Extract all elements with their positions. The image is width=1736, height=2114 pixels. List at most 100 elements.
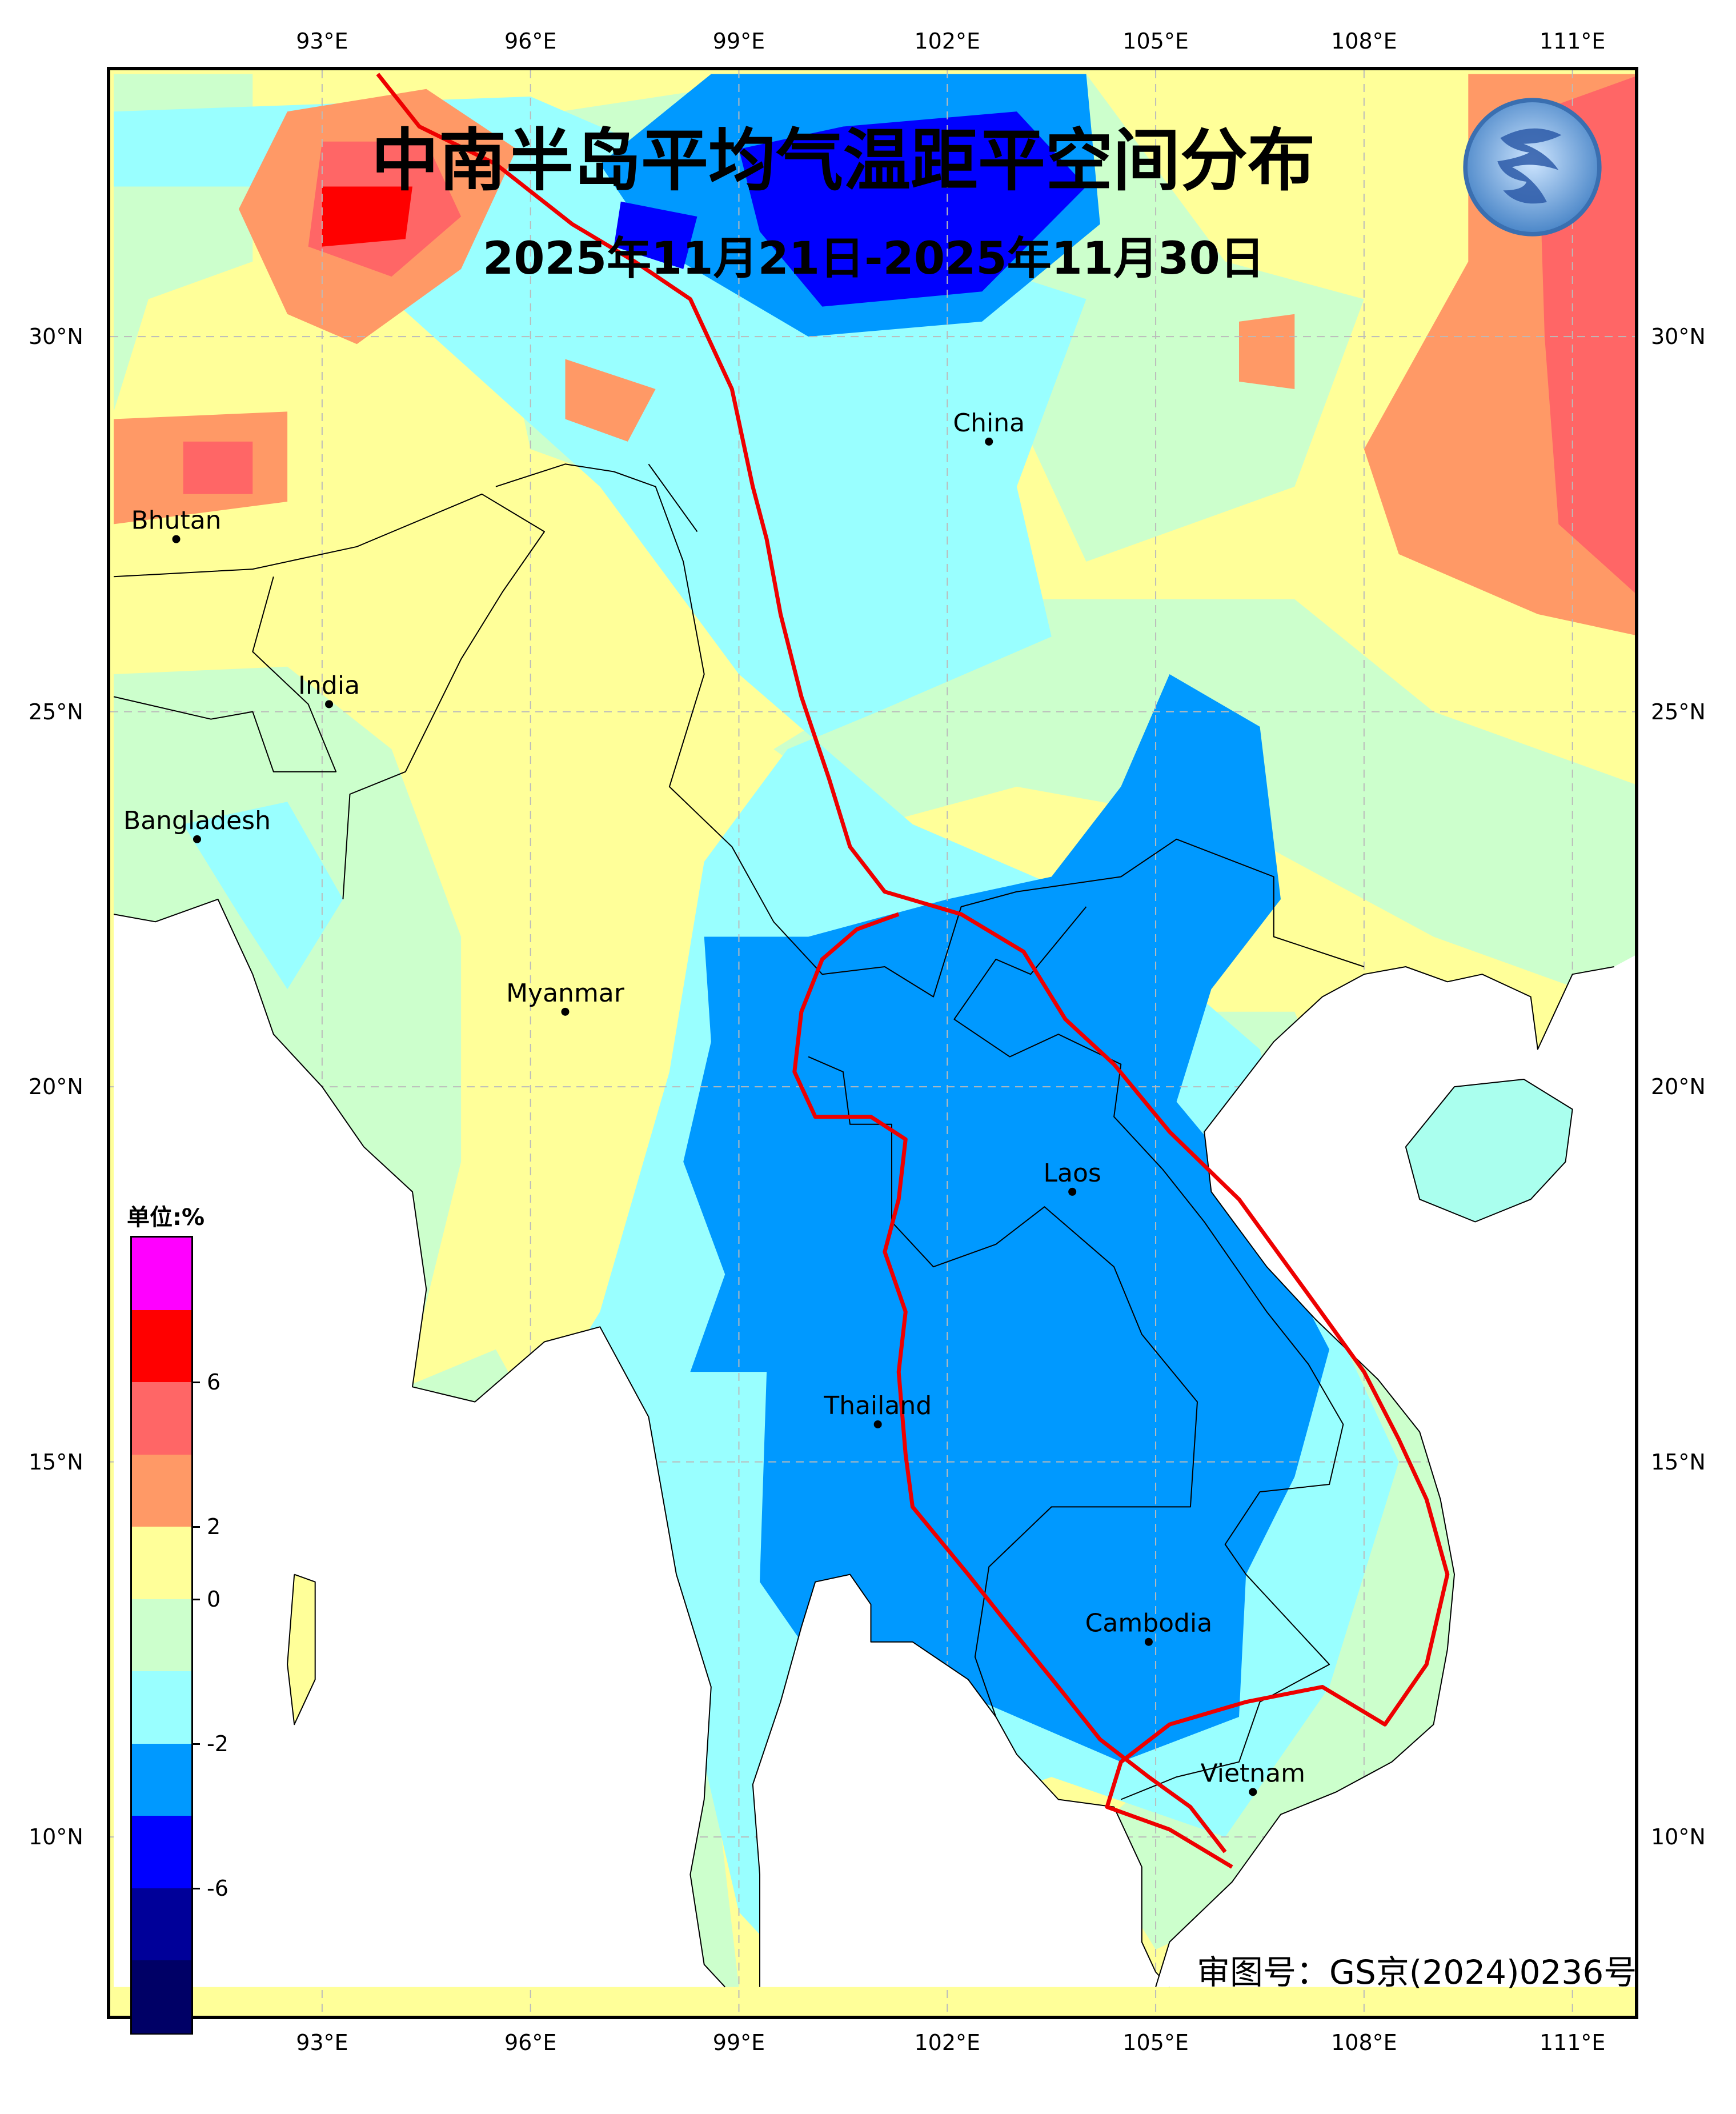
- place-label: Bhutan: [131, 506, 221, 535]
- place-dot: [325, 700, 334, 708]
- legend-tick-label: -2: [207, 1731, 228, 1756]
- lat-tick-left: 10°N: [29, 1824, 83, 1850]
- zone-blue: [683, 674, 1330, 1762]
- place-label: Laos: [1043, 1159, 1101, 1188]
- legend-tick-label: 2: [207, 1514, 221, 1540]
- country-border: [113, 576, 337, 772]
- region-boundary-line: [376, 73, 1450, 1869]
- meteorological-logo-icon: [1463, 98, 1602, 237]
- legend-unit-label: 单位:%: [127, 1204, 205, 1231]
- east-coastline: [1155, 966, 1614, 1987]
- lon-tick-top: 99°E: [712, 29, 765, 54]
- place-china: China: [953, 409, 1025, 446]
- color-legend: [130, 1236, 193, 2035]
- country-border: [114, 493, 545, 899]
- south-china-sea: [1156, 955, 1635, 1987]
- legend-color-cell: [132, 1310, 191, 1383]
- legend-color-cell: [132, 1960, 191, 2033]
- zone-red: [322, 186, 412, 247]
- place-dot: [1249, 1788, 1257, 1796]
- place-dot: [193, 835, 201, 843]
- zone-light-red: [183, 441, 253, 494]
- place-label: Thailand: [823, 1391, 932, 1420]
- legend-tick-label: 6: [207, 1370, 221, 1395]
- legend-tick-label: -6: [207, 1875, 228, 1901]
- lon-tick-top: 96°E: [504, 29, 557, 54]
- place-laos: Laos: [1043, 1159, 1101, 1196]
- zone-cyan: [183, 802, 343, 990]
- place-bangladesh: Bangladesh: [123, 806, 271, 843]
- place-cambodia: Cambodia: [1085, 1609, 1213, 1646]
- legend-color-cell: [132, 1743, 191, 1817]
- place-label: Vietnam: [1201, 1759, 1305, 1788]
- place-vietnam: Vietnam: [1201, 1759, 1305, 1796]
- gulf-of-thailand-sea: [752, 1574, 1170, 1987]
- andaman-islands: [287, 1574, 316, 1725]
- place-myanmar: Myanmar: [506, 979, 625, 1016]
- legend-tick-mark: [193, 1887, 200, 1889]
- west-coastline: [113, 898, 725, 1988]
- place-label: China: [953, 409, 1025, 438]
- gulf-coastline: [752, 1574, 1170, 1988]
- legend-tick-mark: [193, 1526, 200, 1528]
- place-dot: [1144, 1637, 1153, 1646]
- lat-tick-left: 15°N: [29, 1449, 83, 1475]
- lon-tick-bottom: 99°E: [712, 2030, 765, 2055]
- lon-tick-top: 105°E: [1122, 29, 1189, 54]
- legend-tick-label: 0: [207, 1586, 221, 1612]
- place-bhutan: Bhutan: [131, 506, 222, 543]
- zone-deep-blue: [614, 201, 697, 269]
- legend-tick-mark: [193, 1598, 200, 1600]
- lat-tick-left: 25°N: [29, 699, 83, 724]
- legend-color-cell: [132, 1454, 191, 1528]
- place-dot: [873, 1420, 882, 1428]
- lat-tick-right: 10°N: [1651, 1824, 1706, 1850]
- map-approval-number: 审图号：GS京(2024)0236号: [1197, 1953, 1637, 1992]
- lon-tick-bottom: 93°E: [296, 2030, 348, 2055]
- country-border: [953, 906, 1344, 1800]
- lat-tick-left: 20°N: [29, 1074, 83, 1100]
- place-india: India: [298, 671, 360, 708]
- lat-tick-right: 20°N: [1651, 1074, 1706, 1100]
- lon-tick-top: 93°E: [296, 29, 348, 54]
- country-border: [648, 463, 698, 532]
- legend-color-cell: [132, 1671, 191, 1744]
- place-label: Myanmar: [506, 979, 625, 1008]
- legend-color-cell: [132, 1527, 191, 1600]
- map-title: 中南半岛平均气温距平空间分布: [371, 121, 1316, 200]
- region-boundary-line: [792, 912, 1227, 1853]
- legend-tick-mark: [193, 1382, 200, 1384]
- coastlines: [113, 463, 1635, 1988]
- place-dot: [172, 535, 181, 543]
- legend-color-cell: [132, 1888, 191, 1961]
- map-subtitle: 2025年11月21日-2025年11月30日: [483, 233, 1265, 285]
- lat-tick-right: 15°N: [1651, 1449, 1706, 1475]
- zone-orange: [565, 359, 656, 442]
- lon-tick-bottom: 105°E: [1122, 2030, 1189, 2055]
- place-dot: [1068, 1187, 1077, 1196]
- lon-tick-bottom: 96°E: [504, 2030, 557, 2055]
- lat-tick-right: 25°N: [1651, 699, 1706, 724]
- country-border: [495, 463, 1365, 998]
- temperature-anomaly-map: China Bhutan India Bangladesh Myanmar Laos Tha…: [110, 70, 1635, 2016]
- lat-tick-left: 30°N: [29, 324, 83, 350]
- place-label: India: [298, 671, 360, 700]
- lon-tick-top: 108°E: [1331, 29, 1397, 54]
- legend-color-cell: [132, 1816, 191, 1889]
- hainan-island: [1405, 1079, 1573, 1223]
- lon-tick-top: 102°E: [914, 29, 981, 54]
- lat-tick-right: 30°N: [1651, 324, 1706, 350]
- map-frame: China Bhutan India Bangladesh Myanmar Laos Tha…: [107, 67, 1638, 2019]
- legend-color-cell: [132, 1382, 191, 1455]
- zone-orange: [1239, 314, 1295, 389]
- indochina-boundary: [376, 73, 1450, 1869]
- lon-tick-top: 111°E: [1539, 29, 1606, 54]
- place-label: Cambodia: [1085, 1609, 1213, 1638]
- legend-tick-mark: [193, 1743, 200, 1745]
- place-dot: [561, 1007, 570, 1016]
- place-dot: [985, 437, 993, 446]
- place-markers: China Bhutan India Bangladesh Myanmar Laos Tha…: [123, 409, 1305, 1796]
- place-thailand: Thailand: [823, 1391, 932, 1428]
- zone-deep-blue: [739, 111, 1086, 307]
- place-label: Bangladesh: [123, 806, 271, 835]
